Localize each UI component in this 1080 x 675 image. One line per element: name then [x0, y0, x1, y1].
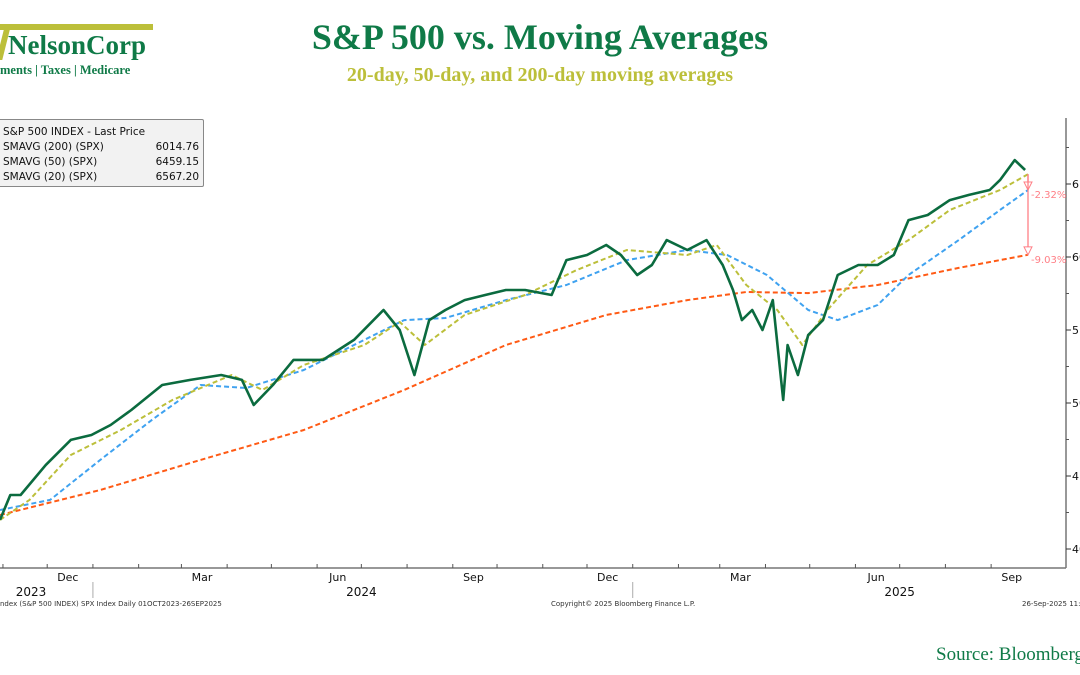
legend-value: 6459.15: [155, 156, 199, 168]
footer-copyright: Copyright© 2025 Bloomberg Finance L.P.: [551, 600, 696, 608]
x-month-label: Jun: [328, 571, 346, 584]
legend-header: S&P 500 INDEX - Last Price: [3, 126, 146, 138]
y-tick-label: 60: [1072, 251, 1080, 264]
series-line-sma200: [0, 253, 1029, 516]
footer-timestamp: 26-Sep-2025 11:: [1022, 600, 1080, 608]
logo-bar: [0, 24, 153, 30]
chart-title: S&P 500 vs. Moving Averages: [311, 17, 769, 57]
footer-left: ndex (S&P 500 INDEX) SPX Index Daily 01O…: [0, 600, 222, 608]
legend-row: SMAVG (20) (SPX) 6567.20: [3, 170, 203, 185]
series-line-price: [0, 158, 1026, 521]
x-year-label: 2023: [16, 585, 47, 599]
legend-row: SMAVG (200) (SPX) 6014.76: [3, 140, 203, 155]
legend-value: 6014.76: [155, 141, 199, 153]
legend-value: 6567.20: [155, 171, 199, 183]
logo-tagline: ments | Taxes | Medicare: [0, 63, 131, 77]
y-tick-label: 40: [1072, 543, 1080, 556]
source-note: Source: Bloomberg: [936, 644, 1080, 665]
x-month-label: Mar: [192, 571, 213, 584]
chart-subtitle: 20-day, 50-day, and 200-day moving avera…: [346, 64, 734, 86]
y-tick-label: 5: [1072, 324, 1079, 337]
x-month-label: Jun: [866, 571, 884, 584]
annotation-label: -9.03%: [1031, 255, 1066, 266]
y-tick-label: 50: [1072, 397, 1080, 410]
annotation-arrowhead: [1023, 246, 1033, 256]
legend-label: SMAVG (20) (SPX): [3, 171, 98, 183]
legend-label: SMAVG (200) (SPX): [3, 141, 104, 153]
x-year-label: 2024: [346, 585, 377, 599]
annotation-label: -2.32%: [1031, 190, 1066, 201]
x-month-label: Sep: [1001, 571, 1022, 584]
x-month-label: Dec: [57, 571, 78, 584]
series-line-sma20: [0, 173, 1029, 521]
x-month-label: Mar: [730, 571, 751, 584]
series-line-sma50: [0, 189, 1029, 511]
x-month-label: Dec: [597, 571, 618, 584]
legend-label: SMAVG (50) (SPX): [3, 156, 98, 168]
x-month-label: Sep: [463, 571, 484, 584]
y-tick-label: 6: [1072, 178, 1079, 191]
y-tick-label: 4: [1072, 470, 1079, 483]
x-year-label: 2025: [884, 585, 915, 599]
legend: S&P 500 INDEX - Last Price SMAVG (200) (…: [0, 119, 204, 187]
legend-row: SMAVG (50) (SPX) 6459.15: [3, 155, 203, 170]
logo-name: NelsonCorp: [8, 30, 147, 60]
